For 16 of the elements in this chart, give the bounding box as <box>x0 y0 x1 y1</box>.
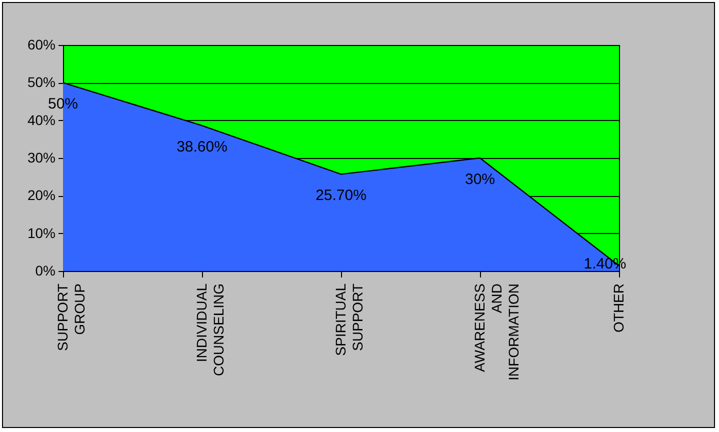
y-tick-label: 60% <box>27 36 56 52</box>
data-label: 38.60% <box>176 138 228 156</box>
x-tick-label: SUPPORT GROUP <box>54 283 88 351</box>
data-label: 50% <box>48 96 78 113</box>
y-tick-label: 50% <box>27 74 56 90</box>
data-label: 25.70% <box>316 187 366 204</box>
x-tick-label: INDIVIDUAL COUNSELING <box>194 283 226 376</box>
y-tick-label: 20% <box>27 187 56 204</box>
y-tick-label: 10% <box>27 224 56 241</box>
data-label: 30% <box>464 171 496 188</box>
x-tick-label: OTHER <box>610 284 626 332</box>
y-tick-label: 0% <box>35 262 56 278</box>
x-tick-label: AWARENESS AND INFORMATION <box>472 284 522 380</box>
y-tick-label: 40% <box>27 112 56 128</box>
x-tick-label: SPIRITUAL SUPPORT <box>332 283 366 356</box>
y-tick-label: 30% <box>27 150 56 166</box>
